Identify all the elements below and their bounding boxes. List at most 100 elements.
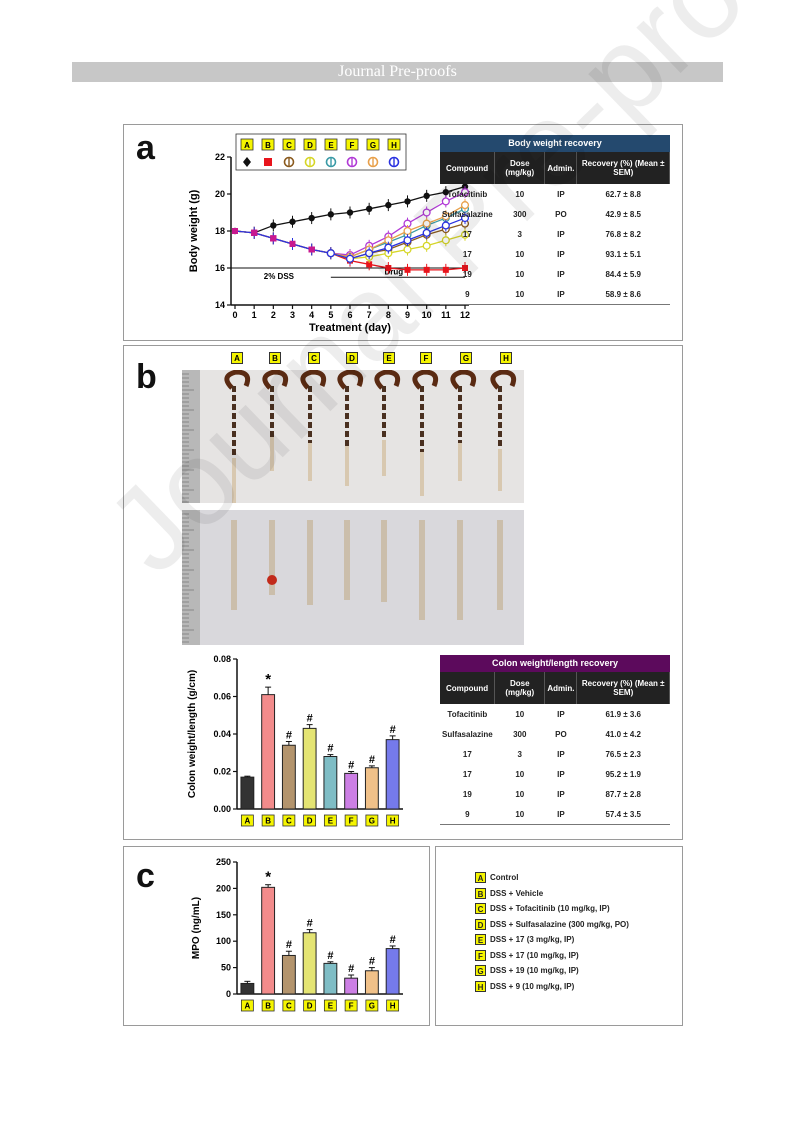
y-tick-label: 0.08 xyxy=(213,654,231,664)
colon-cecum xyxy=(224,370,251,390)
table-row: 17 10 IP 93.1 ± 5.1 xyxy=(440,244,670,264)
legend-label: DSS + 19 (10 mg/kg, IP) xyxy=(490,966,579,975)
table-header: Compound xyxy=(440,152,496,184)
data-point xyxy=(384,243,393,252)
photo-label-C: C xyxy=(308,352,320,364)
photo-group-labels: A B C D E F G H xyxy=(124,352,684,366)
table-cell: 61.9 ± 3.6 xyxy=(605,709,641,719)
bar-F xyxy=(344,977,359,995)
y-axis-label: Body weight (g) xyxy=(188,189,200,272)
data-point xyxy=(404,198,411,205)
bar-E xyxy=(323,756,338,810)
legend-key: G xyxy=(475,965,486,976)
table-cell: 19 xyxy=(462,789,472,799)
significance-marker: # xyxy=(327,743,333,755)
colon-cecum xyxy=(262,370,289,390)
data-point xyxy=(441,197,450,206)
data-point xyxy=(462,265,468,271)
y-tick-label: 0.06 xyxy=(213,692,231,702)
legend-key: B xyxy=(475,887,486,899)
y-tick-label: 250 xyxy=(216,857,231,867)
data-point xyxy=(365,205,373,212)
category-label: F xyxy=(349,817,354,826)
category-box xyxy=(365,999,379,1012)
table-row: Sulfasalazine 300 PO 42.9 ± 8.5 xyxy=(440,204,670,224)
y-tick-label: 0.00 xyxy=(213,804,231,814)
legend-key-label: H xyxy=(391,141,397,150)
blood-spot xyxy=(267,575,277,585)
table-cell: 17 xyxy=(462,769,472,779)
bar-H xyxy=(385,739,400,810)
body-weight-table-title: Body weight recovery xyxy=(440,135,670,152)
legend-key: F xyxy=(475,949,486,961)
y-tick-label: 0 xyxy=(226,989,231,999)
table-header: Admin. xyxy=(544,152,578,184)
table-row: 9 10 IP 57.4 ± 3.5 xyxy=(440,804,670,825)
table-row: 17 3 IP 76.8 ± 8.2 xyxy=(440,224,670,244)
significance-marker: # xyxy=(327,950,333,962)
table-cell: 3 xyxy=(517,229,522,239)
data-point xyxy=(308,246,315,253)
x-tick-label: 4 xyxy=(309,310,314,320)
table-cell: 76.8 ± 8.2 xyxy=(605,229,641,239)
photo-label-A: A xyxy=(231,352,243,364)
panel-label-c: c xyxy=(136,857,155,895)
data-point xyxy=(403,226,412,236)
dss-annotation: 2% DSS xyxy=(264,272,295,281)
panel-label-a: a xyxy=(136,129,155,167)
category-label: D xyxy=(307,817,313,826)
y-tick-label: 0.04 xyxy=(213,729,231,739)
legend-key-label: B xyxy=(265,141,271,150)
table-row: Tofacitinib 10 IP 62.7 ± 8.8 xyxy=(440,184,670,204)
data-point xyxy=(423,192,430,200)
legend-item-H: H DSS + 9 (10 mg/kg, IP) xyxy=(475,980,574,992)
photo-label-D: D xyxy=(346,352,358,364)
photo-label-E: E xyxy=(383,352,395,364)
x-tick-label: 5 xyxy=(328,310,333,320)
significance-marker: # xyxy=(369,956,375,968)
table-cell: 17 xyxy=(462,229,472,239)
category-label: B xyxy=(265,817,271,826)
table-cell: IP xyxy=(557,189,565,199)
table-cell: IP xyxy=(557,789,565,799)
data-point xyxy=(308,214,315,222)
significance-marker: # xyxy=(348,963,354,975)
legend-label: DSS + Sulfasalazine (300 mg/kg, PO) xyxy=(490,919,629,929)
x-tick-label: 0 xyxy=(232,310,237,320)
data-point xyxy=(441,221,450,230)
legend-item-D: D DSS + Sulfasalazine (300 mg/kg, PO) xyxy=(475,918,629,930)
bar-B xyxy=(261,694,276,810)
table-row: 17 10 IP 95.2 ± 1.9 xyxy=(440,764,670,784)
data-point xyxy=(422,228,431,237)
table-cell: 95.2 ± 1.9 xyxy=(605,769,641,779)
table-cell: 10 xyxy=(515,249,525,259)
data-point xyxy=(422,241,431,250)
y-tick-label: 18 xyxy=(215,226,225,236)
data-point xyxy=(404,266,411,273)
colon-cecum xyxy=(337,370,364,390)
category-label: H xyxy=(390,1002,396,1011)
journal-banner: Journal Pre-proofs xyxy=(72,62,723,82)
table-cell: PO xyxy=(555,729,567,739)
significance-marker: # xyxy=(369,754,375,766)
category-label: E xyxy=(328,1002,334,1011)
bar-B xyxy=(261,886,276,995)
bar-E xyxy=(323,962,338,995)
table-cell: 58.9 ± 8.6 xyxy=(605,289,641,299)
legend-item-B: B DSS + Vehicle xyxy=(475,887,543,899)
category-label: D xyxy=(307,1002,313,1011)
table-header: Admin. xyxy=(544,672,578,704)
panel-c: c 0 50 100 150 200 250 MPO (ng/mL) A * B # C # D # E # F #… xyxy=(123,846,430,1026)
data-point xyxy=(422,219,431,228)
category-label: A xyxy=(244,1002,250,1011)
legend-key-label: E xyxy=(328,141,334,150)
legend-key-box xyxy=(345,138,359,151)
panel-label-b: b xyxy=(136,358,157,396)
table-row: Sulfasalazine 300 PO 41.0 ± 4.2 xyxy=(440,724,670,744)
legend-key: A xyxy=(475,872,486,883)
legend-key-box xyxy=(240,138,254,151)
significance-marker: # xyxy=(390,934,396,946)
table-cell: 3 xyxy=(517,749,522,759)
legend-item-G: G DSS + 19 (10 mg/kg, IP) xyxy=(475,965,579,976)
category-label: B xyxy=(265,1002,271,1011)
